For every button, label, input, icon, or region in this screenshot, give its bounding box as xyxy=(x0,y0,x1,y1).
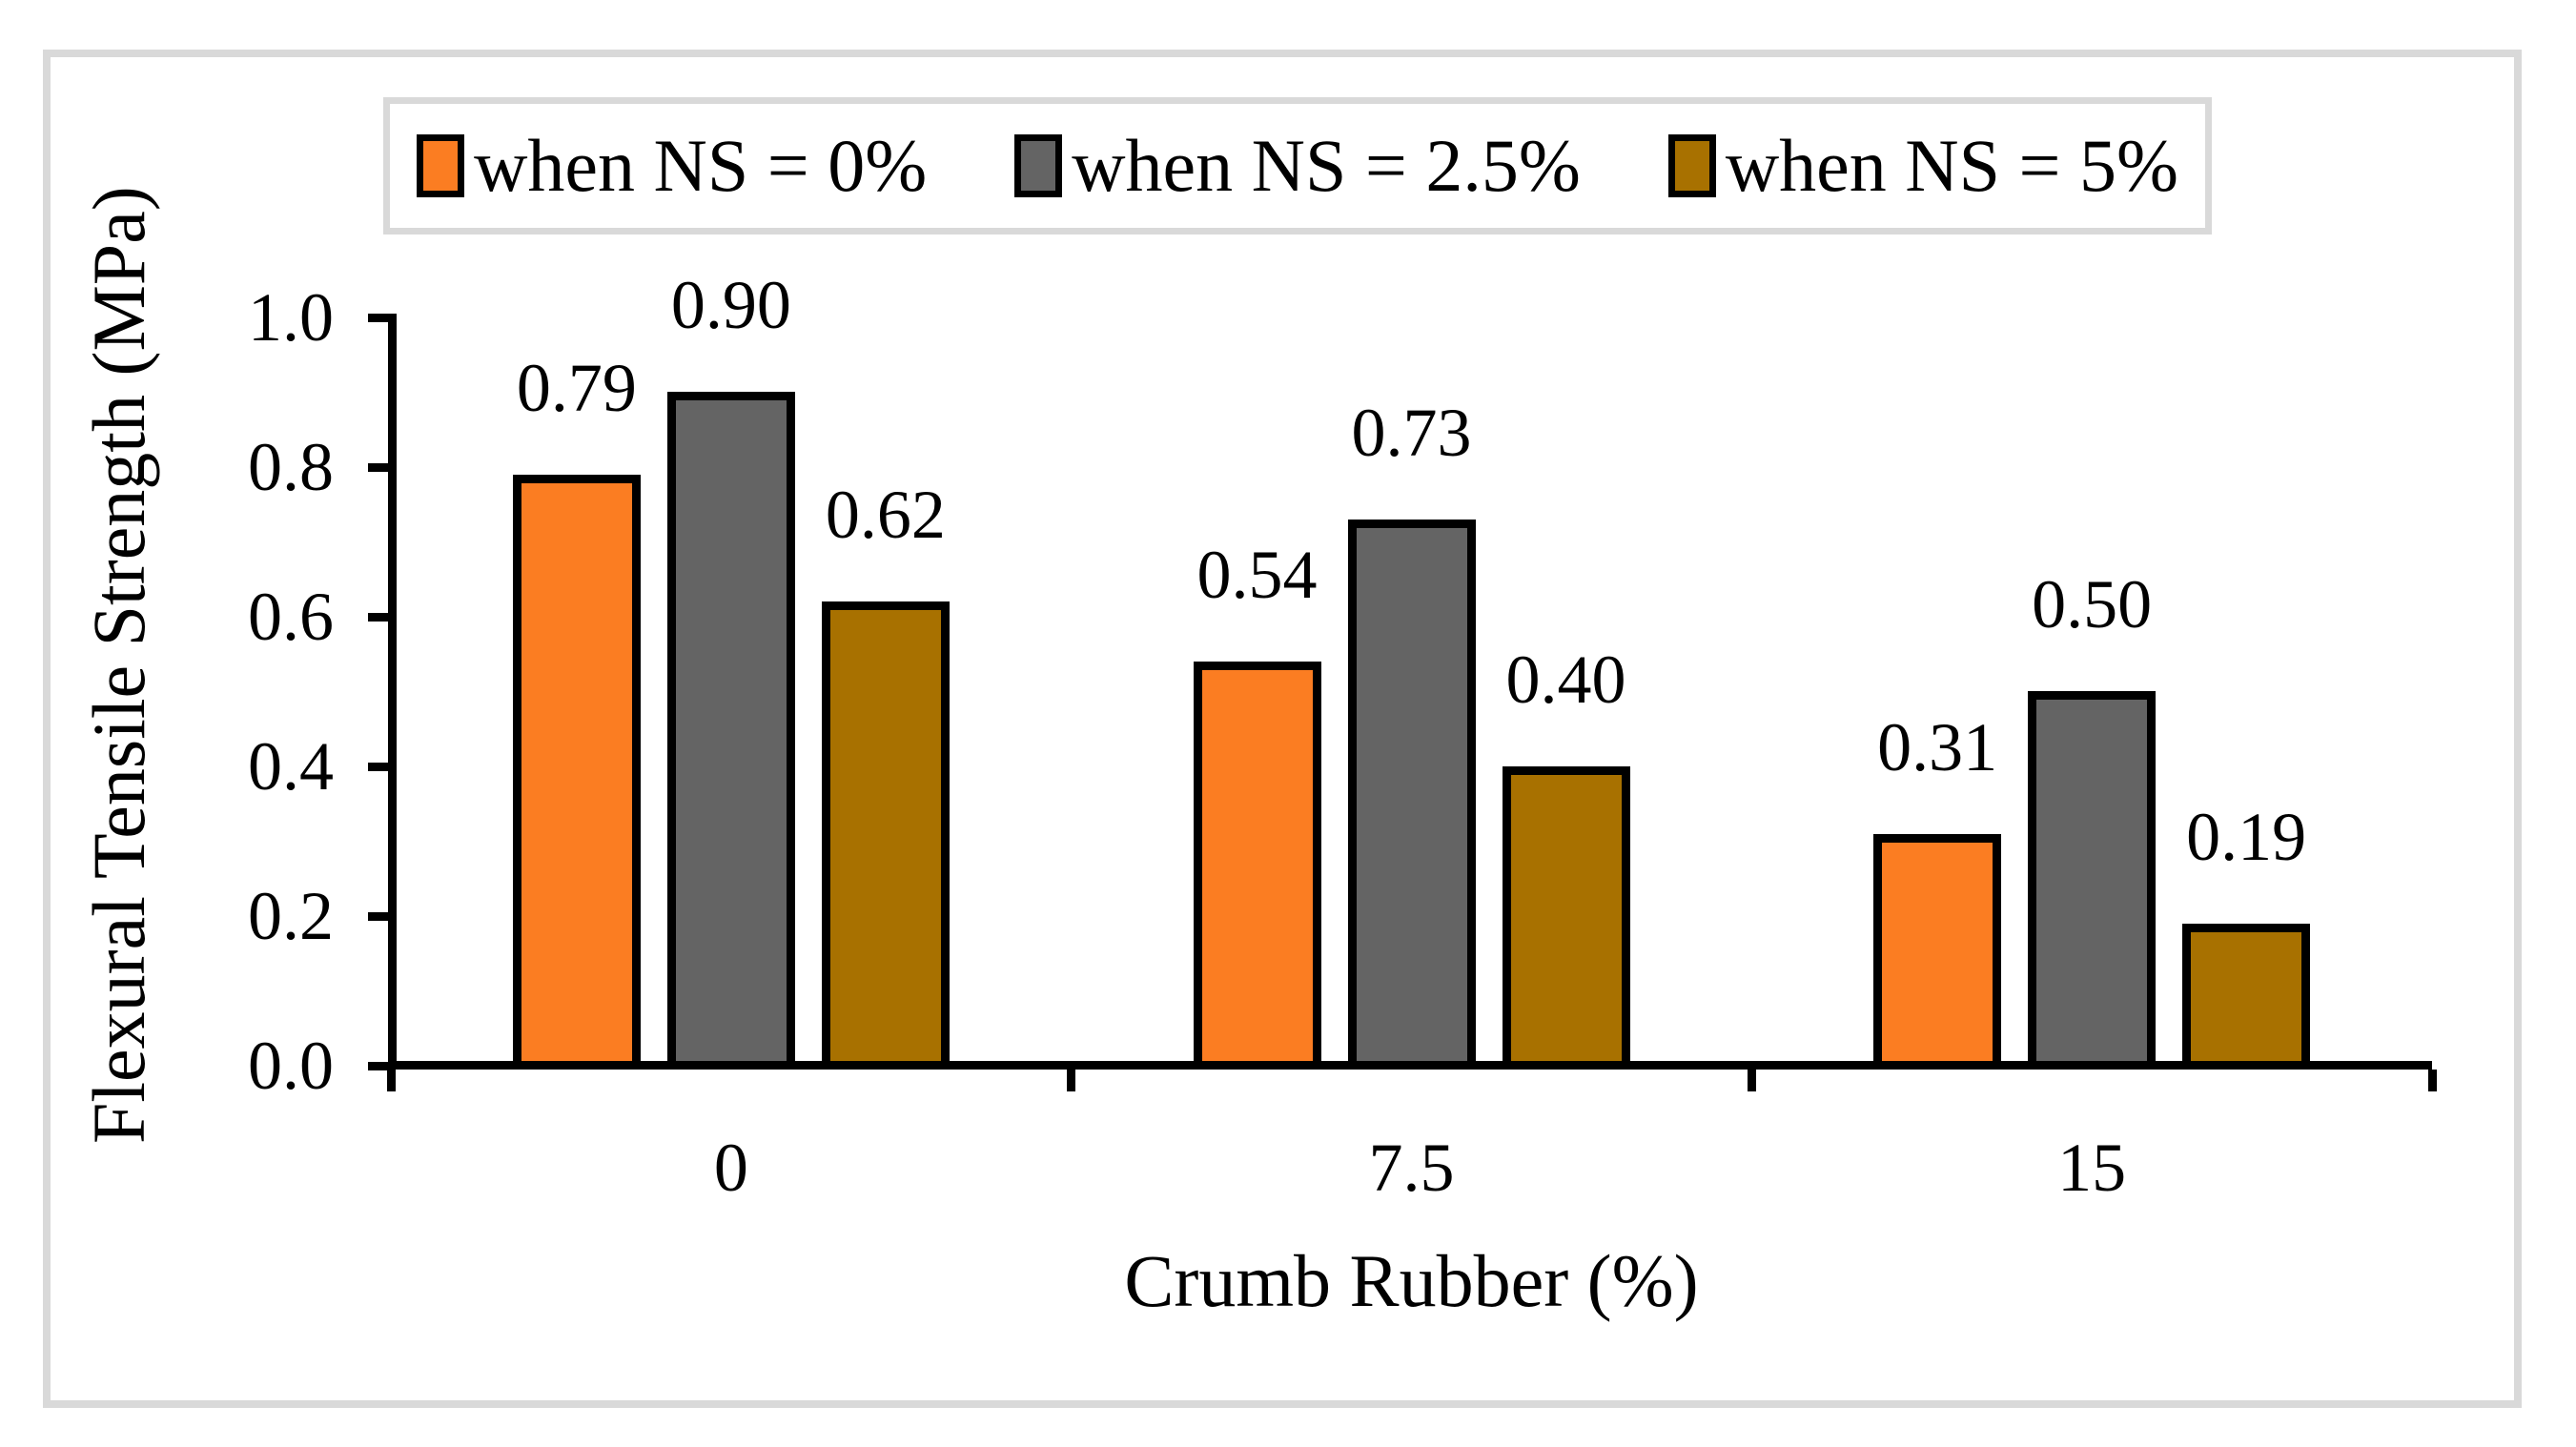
y-axis-title: Flexural Tensile Strength (MPa) xyxy=(77,186,160,1144)
legend-item: when NS = 0% xyxy=(417,129,927,203)
bar-when-ns-2-5--cr0 xyxy=(666,392,795,1066)
x-axis-line xyxy=(388,1061,2432,1070)
legend-label: when NS = 5% xyxy=(1725,124,2178,207)
legend-swatch-icon xyxy=(417,134,465,197)
y-tick-label: 0.6 xyxy=(248,579,334,655)
y-tick-label: 1.0 xyxy=(248,279,334,356)
y-axis-tick xyxy=(368,313,390,322)
y-tick-label: 0.4 xyxy=(248,728,334,805)
bar-value-label: 0.54 xyxy=(1196,537,1318,613)
x-category-label: 7.5 xyxy=(1368,1130,1455,1206)
legend-swatch-icon xyxy=(1014,134,1063,197)
bar-value-label: 0.40 xyxy=(1505,642,1626,718)
y-tick-label: 0.8 xyxy=(248,429,334,505)
bar-when-ns-2-5--cr15 xyxy=(2028,691,2157,1066)
bar-when-ns-5--cr15 xyxy=(2182,924,2311,1066)
bar-value-label: 0.73 xyxy=(1351,395,1472,471)
bar-when-ns-2-5--cr7.5 xyxy=(1347,520,1476,1066)
legend-item: when NS = 5% xyxy=(1667,124,2178,207)
y-tick-label: 0.2 xyxy=(248,878,334,954)
bar-when-ns-0--cr7.5 xyxy=(1193,662,1321,1066)
bar-value-label: 0.31 xyxy=(1877,709,1998,785)
x-axis-tick xyxy=(1067,1070,1076,1091)
bar-value-label: 0.90 xyxy=(670,267,791,343)
x-axis-title: Crumb Rubber (%) xyxy=(1124,1239,1699,1322)
y-axis-tick xyxy=(368,462,390,472)
y-axis-line xyxy=(388,314,397,1070)
y-axis-tick xyxy=(368,612,390,622)
y-axis-tick xyxy=(368,762,390,771)
bar-value-label: 0.62 xyxy=(825,477,946,553)
bar-value-label: 0.79 xyxy=(516,350,637,426)
legend: when NS = 0% when NS = 2.5% when NS = 5% xyxy=(383,97,2212,234)
bar-when-ns-5--cr7.5 xyxy=(1502,766,1630,1066)
x-axis-tick xyxy=(1747,1070,1756,1091)
legend-item: when NS = 2.5% xyxy=(1014,129,1581,203)
bar-when-ns-0--cr0 xyxy=(512,475,641,1066)
x-category-label: 0 xyxy=(713,1130,748,1206)
y-axis-tick xyxy=(368,911,390,921)
y-tick-label: 0.0 xyxy=(248,1028,334,1104)
bar-value-label: 0.50 xyxy=(2032,566,2153,642)
y-axis-tick xyxy=(368,1061,390,1070)
legend-label: when NS = 2.5% xyxy=(1072,124,1581,207)
legend-swatch-icon xyxy=(1667,134,1716,197)
x-axis-tick xyxy=(2427,1070,2437,1091)
bar-when-ns-0--cr15 xyxy=(1873,834,2002,1066)
bar-when-ns-5--cr0 xyxy=(821,601,950,1066)
legend-label: when NS = 0% xyxy=(474,124,928,207)
x-axis-tick xyxy=(386,1070,396,1091)
bar-value-label: 0.19 xyxy=(2186,799,2307,875)
x-category-label: 15 xyxy=(2057,1130,2127,1206)
